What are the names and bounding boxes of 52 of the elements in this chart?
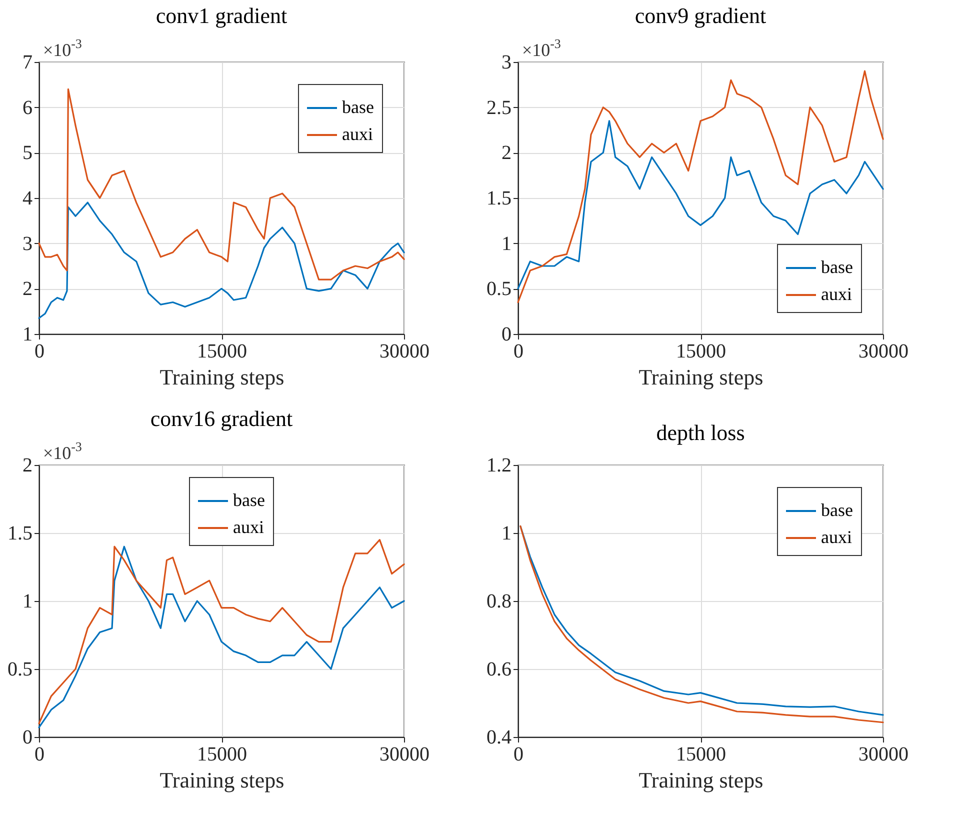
- y-tick-label: 0.4: [486, 726, 512, 748]
- y-tick-label: 1.2: [486, 454, 512, 476]
- x-tick-label: 15000: [676, 340, 726, 362]
- y-tick-label: 0.5: [8, 658, 32, 680]
- y-tick-label: 0: [22, 726, 32, 748]
- y-tick-label: 0.8: [486, 590, 512, 612]
- x-tick-label: 30000: [858, 340, 908, 362]
- line-series: [38, 88, 405, 280]
- y-tick-label: 2: [502, 142, 512, 164]
- x-tick-label: 30000: [858, 744, 908, 766]
- legend-label: auxi: [342, 124, 373, 144]
- x-tick-label: 30000: [380, 340, 430, 362]
- line-series: [38, 202, 405, 319]
- y-tick-label: 7: [22, 52, 32, 74]
- x-axis-title: Training steps: [638, 768, 764, 792]
- y-tick-label: 0.6: [486, 658, 512, 680]
- y-tick-label: 1: [502, 522, 512, 544]
- legend-label: auxi: [821, 527, 852, 547]
- x-tick-label: 30000: [380, 744, 430, 766]
- x-tick-label: 15000: [197, 744, 247, 766]
- y-tick-label: 4: [22, 188, 32, 210]
- y-tick-label: 1: [22, 324, 32, 346]
- x-tick-label: 15000: [197, 340, 247, 362]
- x-axis-title: Training steps: [638, 364, 764, 390]
- line-series: [517, 70, 884, 304]
- chart-title: conv16 gradient: [150, 406, 293, 431]
- legend-label: base: [342, 97, 374, 117]
- y-tick-label: 0.5: [486, 278, 512, 300]
- legend-label: auxi: [233, 517, 264, 537]
- y-tick-label: 1.5: [486, 188, 512, 210]
- chart-title: conv9 gradient: [634, 3, 766, 28]
- y-tick-label: 0: [502, 324, 512, 346]
- y-tick-label: 5: [22, 142, 32, 164]
- x-tick-label: 15000: [676, 744, 726, 766]
- x-axis-title: Training steps: [160, 364, 284, 390]
- y-tick-label: 2.5: [486, 96, 512, 119]
- chart-title: conv1 gradient: [156, 3, 288, 28]
- y-tick-label: 2: [22, 454, 32, 476]
- y-tick-label: 1.5: [8, 522, 32, 544]
- y-tick-label: 1: [502, 232, 512, 255]
- y-tick-label: 3: [502, 52, 512, 74]
- y-tick-label: 6: [22, 96, 32, 119]
- legend-label: auxi: [821, 284, 852, 304]
- y-tick-label: 1: [22, 590, 32, 612]
- legend-label: base: [821, 257, 853, 277]
- legend-label: base: [821, 500, 853, 520]
- x-axis-title: Training steps: [160, 768, 284, 792]
- y-tick-label: 2: [22, 278, 32, 300]
- y-tick-label: 3: [22, 232, 32, 255]
- legend-label: base: [233, 490, 265, 510]
- chart-title: depth loss: [656, 420, 745, 445]
- line-series: [517, 120, 884, 290]
